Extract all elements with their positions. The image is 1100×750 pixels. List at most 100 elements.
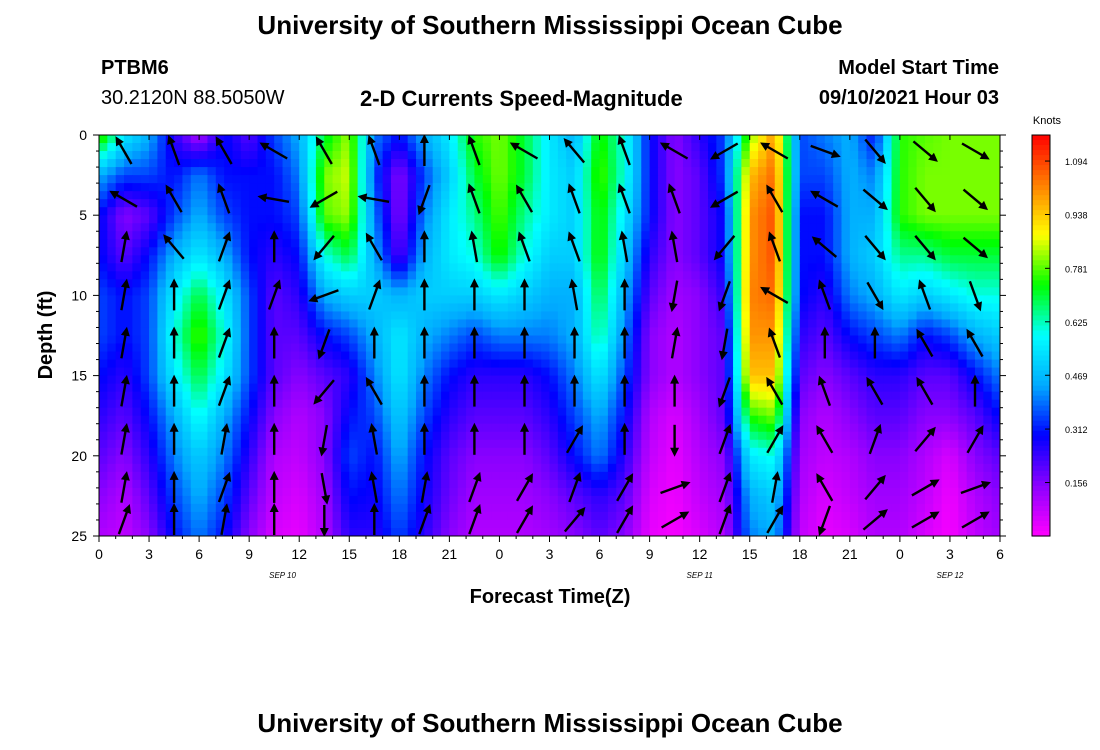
heat-cell bbox=[849, 415, 859, 425]
heat-cell bbox=[716, 231, 726, 240]
heat-cell bbox=[499, 183, 509, 192]
heat-cell bbox=[332, 223, 342, 232]
heat-cell bbox=[649, 223, 659, 232]
heat-cell bbox=[149, 239, 158, 248]
heat-cell bbox=[474, 383, 484, 393]
heat-cell bbox=[966, 151, 976, 160]
heat-cell bbox=[699, 343, 709, 353]
heat-cell bbox=[449, 215, 459, 224]
heat-cell bbox=[774, 135, 784, 144]
heat-cell bbox=[557, 143, 567, 152]
heat-cell bbox=[741, 255, 751, 264]
heat-cell bbox=[708, 295, 717, 305]
heat-cell bbox=[349, 223, 359, 232]
heat-cell bbox=[741, 399, 751, 409]
heat-cell bbox=[733, 343, 742, 353]
heat-cell bbox=[399, 303, 409, 313]
heat-cell bbox=[124, 495, 133, 505]
heat-cell bbox=[849, 383, 859, 393]
heat-cell bbox=[774, 447, 784, 457]
heat-cell bbox=[315, 479, 325, 489]
heat-cell bbox=[674, 367, 684, 377]
heat-cell bbox=[290, 367, 300, 377]
heat-cell bbox=[908, 415, 918, 425]
heat-cell bbox=[949, 183, 959, 192]
heat-cell bbox=[758, 239, 767, 248]
heat-cell bbox=[974, 263, 984, 272]
heat-cell bbox=[591, 471, 601, 481]
heat-cell bbox=[966, 391, 976, 401]
heat-cell bbox=[974, 135, 984, 144]
heat-cell bbox=[349, 423, 359, 433]
heat-cell bbox=[424, 311, 434, 321]
heat-cell bbox=[899, 143, 909, 152]
heat-cell bbox=[799, 479, 809, 489]
heat-cell bbox=[240, 383, 250, 393]
heat-cell bbox=[549, 183, 559, 192]
heat-cell bbox=[641, 391, 651, 401]
heat-cell bbox=[457, 391, 467, 401]
heat-cell bbox=[157, 167, 167, 176]
heat-cell bbox=[491, 143, 501, 152]
heat-cell bbox=[949, 239, 959, 248]
heat-cell bbox=[641, 207, 651, 216]
heat-cell bbox=[457, 455, 467, 465]
heat-cell bbox=[357, 391, 367, 401]
heat-cell bbox=[841, 311, 851, 321]
heat-cell bbox=[758, 303, 767, 313]
heat-cell bbox=[783, 207, 793, 216]
heat-cell bbox=[199, 367, 209, 377]
heat-cell bbox=[466, 447, 476, 457]
heat-cell bbox=[741, 191, 751, 200]
heat-cell bbox=[424, 335, 434, 345]
heat-cell bbox=[399, 255, 409, 264]
heat-cell bbox=[382, 239, 392, 248]
heat-cell bbox=[958, 431, 968, 441]
heat-cell bbox=[799, 447, 809, 457]
heat-cell bbox=[566, 207, 576, 216]
heat-cell bbox=[549, 327, 559, 337]
heat-cell bbox=[532, 359, 542, 369]
heat-cell bbox=[115, 431, 125, 441]
heat-cell bbox=[441, 175, 450, 184]
heat-cell bbox=[958, 335, 968, 345]
heat-cell bbox=[516, 495, 526, 505]
heat-cell bbox=[432, 247, 442, 256]
heat-cell bbox=[466, 439, 476, 449]
heat-cell bbox=[416, 247, 425, 256]
heat-cell bbox=[424, 295, 434, 305]
heat-cell bbox=[416, 455, 425, 465]
heat-cell bbox=[432, 359, 442, 369]
heat-cell bbox=[833, 431, 843, 441]
heat-cell bbox=[274, 271, 284, 280]
heat-cell bbox=[624, 311, 634, 321]
heat-cell bbox=[399, 167, 409, 176]
heat-cell bbox=[240, 423, 250, 433]
heat-cell bbox=[99, 175, 108, 184]
heat-cell bbox=[582, 423, 592, 433]
heat-cell bbox=[941, 463, 951, 473]
heat-cell bbox=[883, 479, 893, 489]
heat-cell bbox=[199, 159, 209, 168]
heat-cell bbox=[224, 223, 234, 232]
heat-cell bbox=[466, 479, 476, 489]
heat-cell bbox=[824, 167, 834, 176]
heat-cell bbox=[507, 279, 517, 288]
heat-cell bbox=[791, 487, 801, 497]
heat-cell bbox=[332, 279, 342, 288]
heat-cell bbox=[499, 319, 509, 329]
heat-cell bbox=[499, 311, 509, 321]
heat-cell bbox=[499, 135, 509, 144]
heat-cell bbox=[365, 207, 375, 216]
heat-cell bbox=[507, 359, 517, 369]
heat-cell bbox=[708, 223, 717, 232]
heat-cell bbox=[115, 175, 125, 184]
heat-cell bbox=[199, 407, 209, 417]
heat-cell bbox=[991, 439, 1000, 449]
heat-cell bbox=[799, 271, 809, 280]
heat-cell bbox=[140, 399, 150, 409]
heat-cell bbox=[140, 199, 150, 208]
heat-cell bbox=[824, 423, 834, 433]
heat-cell bbox=[474, 175, 484, 184]
heat-cell bbox=[132, 239, 142, 248]
